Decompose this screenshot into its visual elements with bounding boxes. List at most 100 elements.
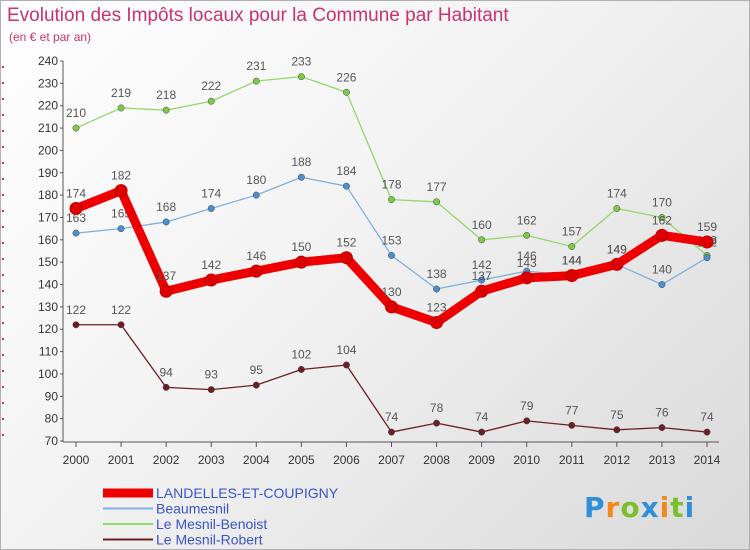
- data-label: 162: [652, 213, 672, 227]
- data-point: [388, 196, 395, 204]
- data-label: 178: [381, 178, 401, 192]
- y-tick-label: 80: [45, 412, 59, 426]
- data-label: 149: [607, 242, 627, 256]
- data-point: [433, 198, 441, 206]
- data-point: [162, 383, 170, 391]
- x-tick-label: 2002: [153, 453, 180, 467]
- data-label: 122: [66, 303, 86, 317]
- data-label: 122: [111, 303, 131, 317]
- y-tick-label: 150: [38, 255, 58, 269]
- data-label: 95: [250, 363, 264, 377]
- y-tick-label: 110: [39, 345, 58, 359]
- data-label: 226: [336, 70, 356, 84]
- data-label: 188: [291, 155, 311, 169]
- data-point: [207, 205, 215, 212]
- data-point: [252, 191, 260, 199]
- data-label: 146: [246, 249, 266, 263]
- data-point: [568, 421, 576, 429]
- data-point: [162, 218, 170, 226]
- data-label: 74: [385, 410, 399, 424]
- data-label: 79: [520, 399, 534, 413]
- data-label: 218: [156, 88, 176, 102]
- data-point: [249, 264, 263, 278]
- data-point: [297, 73, 305, 81]
- data-label: 74: [475, 410, 489, 424]
- data-point: [72, 124, 80, 132]
- data-label: 143: [517, 256, 537, 270]
- data-point: [252, 77, 260, 85]
- data-label: 168: [156, 200, 176, 214]
- data-point: [114, 184, 128, 198]
- data-point: [703, 428, 711, 436]
- y-tick-label: 130: [38, 300, 58, 314]
- y-tick-label: 230: [38, 76, 58, 90]
- data-point: [613, 426, 621, 434]
- data-point: [700, 235, 714, 249]
- data-label: 219: [111, 86, 131, 100]
- series-line-Le Mesnil-Benoist: [75, 75, 708, 257]
- data-label: 144: [562, 254, 582, 268]
- data-label: 210: [66, 106, 86, 120]
- y-tick-label: 100: [38, 367, 58, 381]
- data-label: 222: [201, 79, 221, 93]
- data-point: [703, 254, 711, 262]
- data-point: [72, 321, 80, 329]
- data-label: 75: [610, 408, 624, 422]
- proxiti-logo: Proxiti: [584, 491, 696, 524]
- data-point: [430, 316, 444, 330]
- chart-subtitle: (en € et par an): [9, 30, 92, 44]
- data-label: 137: [156, 269, 176, 283]
- data-point: [523, 417, 531, 425]
- x-tick-label: 2003: [198, 453, 225, 467]
- data-point: [117, 225, 125, 233]
- x-tick-label: 2012: [604, 453, 631, 467]
- x-tick-label: 2000: [63, 453, 90, 467]
- legend-label: Le Mesnil-Benoist: [156, 516, 267, 532]
- data-label: 146: [517, 249, 537, 263]
- data-label: 157: [562, 225, 582, 239]
- data-point: [523, 231, 531, 239]
- x-tick-label: 2005: [288, 453, 315, 467]
- x-tick-label: 2001: [108, 453, 135, 467]
- data-label: 144: [562, 254, 582, 268]
- x-tick-label: 2007: [378, 453, 405, 467]
- data-label: 78: [430, 401, 444, 415]
- data-label: 174: [201, 187, 221, 201]
- x-tick-label: 2010: [513, 453, 540, 467]
- data-point: [478, 236, 486, 244]
- data-label: 174: [66, 187, 86, 201]
- data-point: [72, 229, 80, 237]
- data-label: 104: [336, 343, 356, 357]
- x-tick-label: 2011: [559, 453, 585, 467]
- data-label: 140: [652, 263, 672, 277]
- data-label: 150: [291, 240, 311, 254]
- data-point: [207, 386, 215, 394]
- data-label: 93: [205, 368, 219, 382]
- data-point: [565, 269, 579, 283]
- data-point: [475, 284, 489, 298]
- data-point: [294, 255, 308, 269]
- data-label: 102: [291, 347, 311, 361]
- data-point: [117, 104, 125, 112]
- data-point: [433, 285, 441, 293]
- y-tick-label: 120: [38, 322, 58, 336]
- x-tick-label: 2014: [694, 453, 721, 467]
- data-point: [655, 228, 669, 242]
- data-label: 170: [652, 195, 672, 209]
- data-label: 94: [159, 365, 173, 379]
- data-label: 163: [66, 211, 86, 225]
- data-label: 123: [427, 301, 447, 315]
- data-label: 231: [246, 59, 266, 73]
- y-tick-label: 90: [45, 389, 59, 403]
- legend-label: Beaumesnil: [156, 501, 229, 517]
- data-point: [159, 284, 173, 298]
- data-label: 162: [517, 213, 537, 227]
- data-point: [388, 252, 395, 259]
- data-label: 159: [697, 220, 717, 234]
- y-tick-label: 240: [38, 54, 58, 68]
- y-tick-label: 180: [38, 188, 58, 202]
- data-point: [297, 173, 305, 181]
- data-point: [433, 419, 441, 427]
- data-label: 142: [472, 258, 492, 272]
